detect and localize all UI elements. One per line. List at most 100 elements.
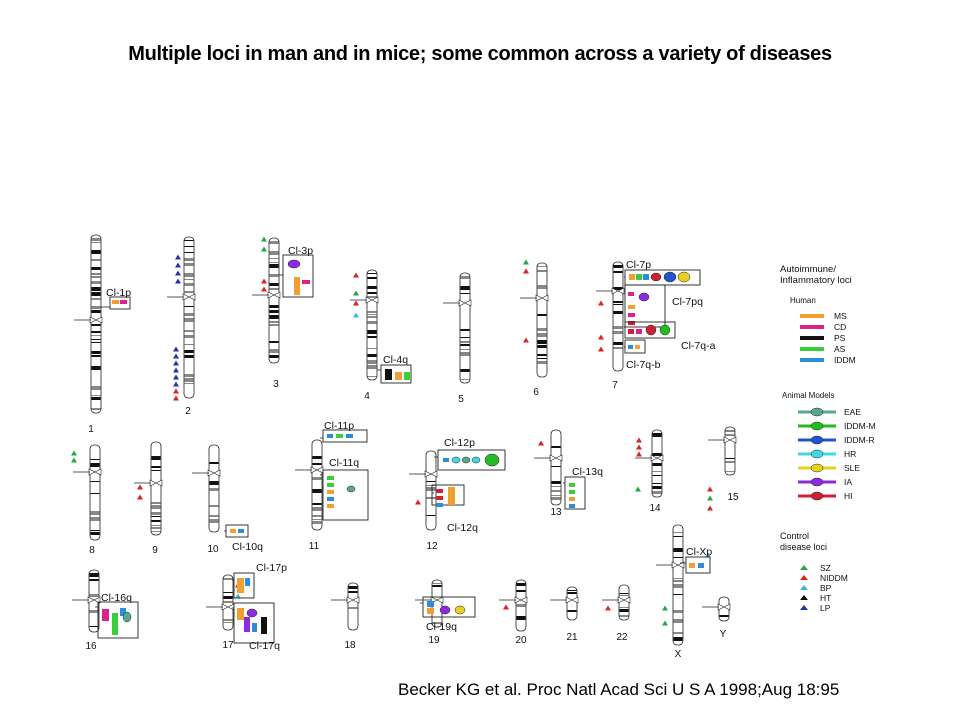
chromosome-band xyxy=(426,515,436,516)
chromosome-band xyxy=(312,515,322,517)
chromosome-band xyxy=(673,548,683,552)
chromosome-band xyxy=(725,458,735,459)
chromosome-band xyxy=(537,333,547,337)
chromosome-band xyxy=(673,532,683,533)
chromosome-band xyxy=(460,344,470,346)
chromosome-label: 14 xyxy=(649,503,661,514)
chromosome-band xyxy=(367,365,377,369)
chromosome-band xyxy=(460,369,470,372)
legend-marker xyxy=(800,595,808,600)
legend-label: EAE xyxy=(844,407,861,417)
cluster-locus-bar xyxy=(448,487,455,505)
chromosome-band xyxy=(89,573,99,577)
chromosome-band xyxy=(223,578,233,580)
cluster-locus-bar xyxy=(244,617,250,632)
chromosome-band xyxy=(209,505,219,507)
chromosome-band xyxy=(269,355,279,358)
chromosome: 7 xyxy=(596,261,625,391)
cluster-locus-bar xyxy=(628,345,633,349)
cluster-box xyxy=(380,364,412,384)
chromosome-band xyxy=(90,530,100,531)
cluster: Cl-11q xyxy=(320,457,369,521)
chromosome-band xyxy=(184,374,194,377)
cluster: Cl-17q xyxy=(232,602,280,652)
chromosome-body xyxy=(89,444,101,541)
chromosome-band xyxy=(348,607,358,609)
chromosome-band xyxy=(90,459,100,460)
chromosome-label: 16 xyxy=(85,641,97,652)
chromosome-band xyxy=(184,252,194,253)
chromosome-band xyxy=(269,310,279,313)
chromosome-band xyxy=(725,461,735,463)
chromosome: 17 xyxy=(206,574,235,651)
legend-label: BP xyxy=(820,583,832,593)
chromosome-band xyxy=(269,349,279,353)
locus-marker xyxy=(175,270,181,276)
chromosome-band xyxy=(89,626,99,627)
chromosome-band xyxy=(312,489,322,493)
chromosome-band xyxy=(90,532,100,535)
chromosome-band xyxy=(551,446,561,448)
chromosome-band xyxy=(312,456,322,459)
cluster-locus-bar xyxy=(436,503,443,507)
cluster-label: Cl-10q xyxy=(232,541,263,553)
legend-swatch xyxy=(800,325,824,329)
chromosome-band xyxy=(652,463,662,466)
chromosome-band xyxy=(312,519,322,520)
chromosome-band xyxy=(269,288,279,290)
chromosome-band xyxy=(90,517,100,521)
chromosome-band xyxy=(460,329,470,331)
locus-marker xyxy=(353,312,359,318)
chromosome-band xyxy=(269,274,279,277)
chromosome-band xyxy=(90,493,100,494)
cluster-label: Cl-Xp xyxy=(686,546,712,558)
chromosome: 11 xyxy=(295,439,324,552)
chromosome: 3 xyxy=(252,237,281,390)
cluster-locus-model xyxy=(645,324,657,336)
cluster-locus-bar xyxy=(120,300,127,304)
locus-marker xyxy=(523,259,529,265)
chromosome-band xyxy=(184,350,194,353)
chromosome-band xyxy=(90,511,100,515)
chromosome-band xyxy=(91,310,101,313)
cluster-locus-model xyxy=(451,456,461,464)
chromosome-band xyxy=(516,604,526,607)
chromosome: 8 xyxy=(73,444,102,556)
chromosome-band xyxy=(184,273,194,277)
chromosome-band xyxy=(725,434,735,436)
chromosome-band xyxy=(184,318,194,322)
cluster-locus-bar xyxy=(427,601,434,607)
cluster-box xyxy=(437,449,506,471)
chromosome: 4 xyxy=(350,269,379,402)
cluster-locus-bar xyxy=(238,529,244,533)
locus-marker xyxy=(707,505,713,511)
chromosome: 19 xyxy=(415,579,444,646)
legend-swatch xyxy=(800,314,824,318)
chromosome-band xyxy=(151,525,161,526)
cluster: Cl-19q xyxy=(420,596,476,633)
chromosome-band xyxy=(613,271,623,273)
cluster-locus-model xyxy=(677,271,691,283)
chromosome-band xyxy=(91,339,101,340)
legend-marker xyxy=(800,605,808,610)
cluster-locus-bar xyxy=(112,300,119,304)
legend-swatch-model xyxy=(810,435,824,445)
centromere xyxy=(207,469,221,477)
chromosome-band xyxy=(567,590,577,591)
cluster-label: Cl-19q xyxy=(426,621,457,633)
chromosome-band xyxy=(460,286,470,290)
chromosome-label: 20 xyxy=(515,635,527,646)
chromosome-band xyxy=(91,335,101,336)
chromosome-band xyxy=(223,592,233,593)
chromosome-band xyxy=(652,471,662,472)
cluster-box xyxy=(624,321,676,339)
legend-animal-heading: Animal Models xyxy=(782,391,834,400)
cluster-label: Cl-4q xyxy=(383,354,408,366)
chromosome-band xyxy=(91,355,101,357)
legend-swatch-model xyxy=(810,449,824,459)
chromosome-band xyxy=(551,490,561,492)
chromosome-band xyxy=(151,456,161,460)
cluster-locus-bar xyxy=(635,345,640,349)
chromosome-body xyxy=(612,261,624,372)
legend-label: MS xyxy=(834,311,847,321)
